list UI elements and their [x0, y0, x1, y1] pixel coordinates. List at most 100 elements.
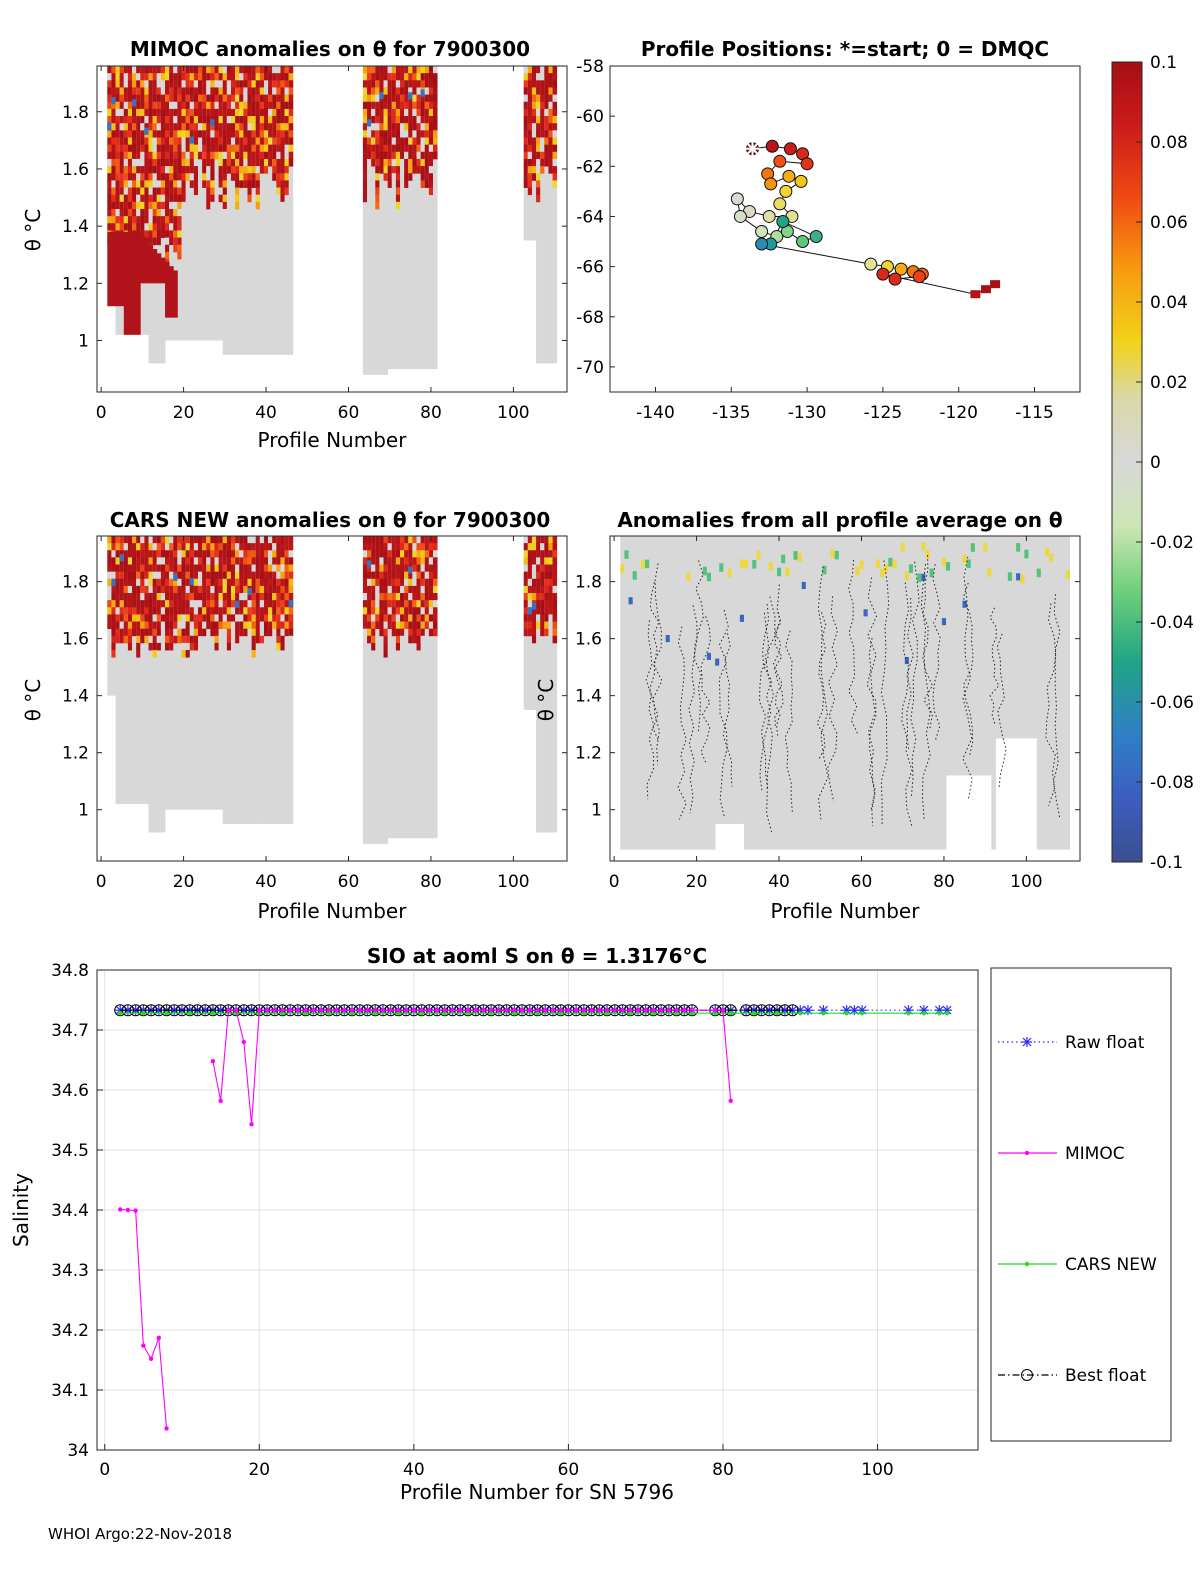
heatmap-cell [875, 559, 881, 568]
heatmap-cell [156, 216, 162, 224]
heatmap-cell [173, 151, 178, 160]
heatmap-cell [218, 80, 224, 88]
heatmap-cell [115, 130, 121, 138]
legend-marker [1021, 1369, 1033, 1381]
heatmap-cell [177, 130, 182, 138]
heatmap-cell [136, 635, 141, 644]
heatmap-cell [276, 614, 281, 622]
best-float-marker [137, 1004, 150, 1017]
heatmap-cell [404, 87, 409, 95]
heatmap-cell [288, 116, 294, 124]
heatmap-cell [111, 635, 116, 644]
heatmap-cell [404, 130, 409, 138]
heatmap-cell [416, 642, 422, 651]
heatmap-cell [202, 73, 207, 81]
heatmap-cell [181, 564, 187, 573]
heatmap-cell [400, 66, 405, 74]
heatmap-cell [185, 600, 191, 608]
heatmap-cell [127, 158, 133, 167]
heatmap-cell [251, 73, 257, 81]
heatmap-cell [193, 628, 199, 637]
heatmap-column [288, 66, 294, 355]
heatmap-column [978, 536, 984, 776]
heatmap-cell [255, 94, 261, 103]
heatmap-cell [181, 158, 187, 167]
heatmap-column [218, 66, 224, 341]
heatmap-cell [395, 635, 401, 644]
heatmap-cell [288, 614, 294, 622]
heatmap-cell [251, 564, 257, 573]
heatmap-cell [152, 151, 158, 160]
heatmap-cell [177, 108, 182, 117]
heatmap-column [177, 536, 182, 810]
heatmap-cell [408, 543, 413, 551]
heatmap-column [189, 66, 195, 341]
heatmap-cell [288, 543, 294, 551]
heatmap-cell [433, 101, 438, 110]
heatmap-cell [160, 116, 166, 124]
heatmap-cell [160, 80, 166, 88]
heatmap-cell [226, 101, 232, 110]
heatmap-cell [173, 187, 178, 196]
heatmap-cell [367, 158, 372, 167]
heatmap-column [202, 66, 207, 341]
heatmap-cell [226, 137, 232, 146]
x-tick-label: 20 [686, 872, 708, 892]
heatmap-cell [523, 564, 529, 573]
heatmap-cell [119, 231, 125, 307]
heatmap-cell [123, 108, 129, 117]
heatmap-cell [243, 87, 248, 95]
heatmap-column [1040, 536, 1046, 850]
heatmap-cell [226, 571, 232, 580]
heatmap-cell [243, 536, 248, 544]
heatmap-cell [379, 571, 384, 580]
heatmap-cell [420, 173, 426, 181]
heatmap-cell [226, 73, 232, 81]
heatmap-cell [540, 621, 545, 630]
heatmap-cell [424, 137, 430, 146]
heatmap-cell [280, 194, 285, 203]
heatmap-cell [222, 137, 228, 146]
heatmap-cell [156, 130, 162, 138]
heatmap-cell [272, 600, 277, 608]
heatmap-cell [548, 557, 553, 565]
heatmap-cell [127, 600, 133, 608]
heatmap-column [214, 536, 220, 810]
heatmap-cell [276, 536, 281, 544]
heatmap-cell [536, 571, 541, 580]
series-point [535, 1008, 540, 1013]
heatmap-cell [107, 187, 112, 196]
heatmap-cell [375, 578, 380, 587]
heatmap-cell [214, 151, 220, 160]
heatmap-cell [185, 607, 191, 615]
heatmap-cell [144, 536, 149, 544]
heatmap-cell [181, 635, 187, 644]
heatmap-cell [140, 173, 145, 181]
heatmap-cell [540, 564, 545, 573]
heatmap-cell [400, 123, 405, 131]
heatmap-cell [259, 94, 265, 103]
heatmap-cell [527, 108, 533, 117]
heatmap-cell [540, 101, 545, 110]
heatmap-cell [268, 80, 273, 88]
heatmap-cell [263, 550, 269, 558]
y-tick-label: 1.2 [575, 744, 602, 764]
heatmap-cell [362, 557, 368, 565]
start-marker [745, 141, 760, 156]
heatmap-cell [165, 94, 170, 103]
heatmap-cell [428, 557, 434, 565]
series-point [666, 1008, 672, 1013]
heatmap-cell [400, 607, 405, 615]
heatmap-cell [214, 564, 220, 573]
series-point [226, 1008, 231, 1013]
heatmap-cell [222, 108, 228, 117]
heatmap-cell [536, 585, 541, 594]
heatmap-column [855, 536, 860, 850]
heatmap-cell [371, 578, 376, 587]
heatmap-cell [115, 101, 121, 110]
heatmap-cell [801, 581, 807, 590]
heatmap-column [999, 536, 1005, 739]
heatmap-cell [152, 158, 158, 167]
heatmap-cell [165, 621, 170, 630]
heatmap-cell [218, 585, 224, 594]
